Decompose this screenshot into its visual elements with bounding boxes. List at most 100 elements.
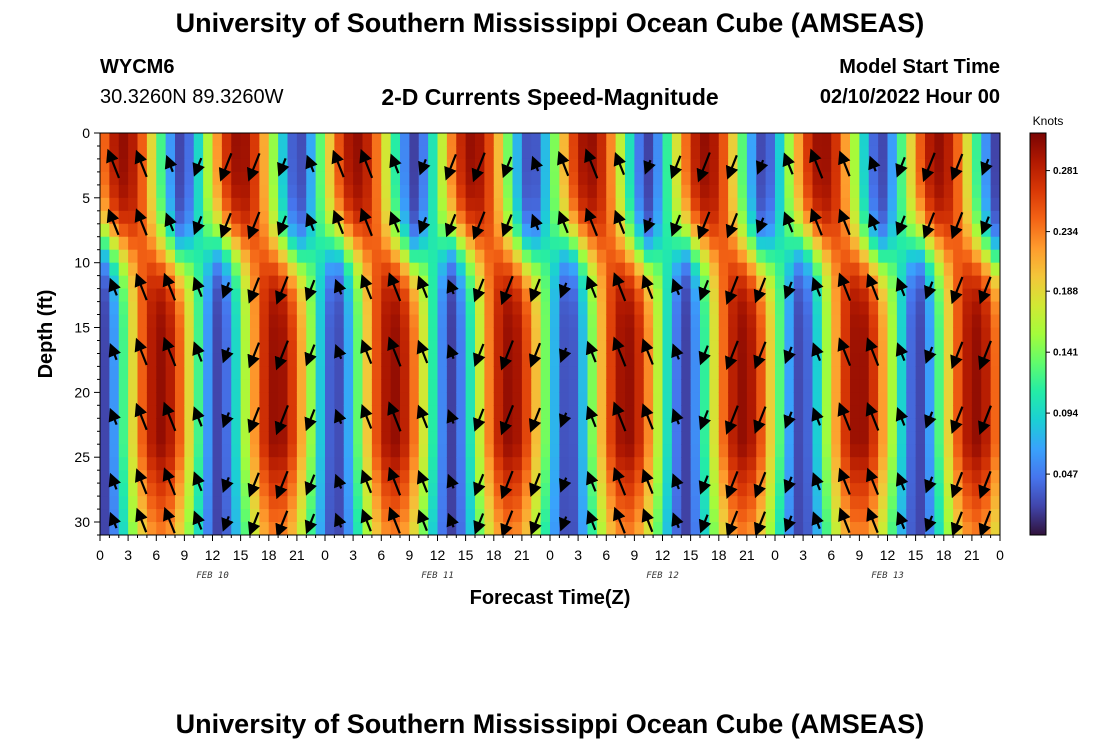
heatmap-cell [334,392,345,406]
heatmap-cell [887,431,898,445]
heatmap-cell [137,236,148,251]
heatmap-cell [625,483,635,497]
current-vector [671,512,684,529]
heatmap-cell [878,249,889,264]
heatmap-cell [775,431,785,445]
heatmap-cell [146,353,157,368]
current-vector [247,406,261,434]
current-vector [275,276,289,305]
current-vector [978,510,992,535]
heatmap-cell [906,444,917,458]
heatmap-cell [362,249,373,264]
heatmap-cell [793,340,804,355]
heatmap-cell [831,327,842,342]
heatmap-cell [109,197,120,212]
heatmap-cell [250,184,260,199]
heatmap-cell [259,379,270,393]
heatmap-cell [400,366,410,380]
heatmap-cell [775,314,785,329]
heatmap-cell [521,288,532,303]
heatmap-cell [578,327,589,342]
current-vector [416,469,430,493]
heatmap-cell [278,340,289,355]
x-tick-label: 21 [739,547,755,563]
heatmap-cell [971,470,982,484]
heatmap-cell [484,210,495,225]
heatmap-cell [990,457,1000,471]
heatmap-cell [484,301,495,316]
current-vector [134,337,148,366]
heatmap-cell [934,340,945,355]
heatmap-cell [887,171,898,186]
heatmap-cell [475,236,485,251]
heatmap-cell [493,236,504,251]
heatmap-cell [803,236,814,251]
heatmap-cell [493,522,504,535]
heatmap-cell [193,301,204,316]
heatmap-cell [859,262,870,277]
heatmap-cell [718,509,729,523]
heatmap-cell [784,301,795,316]
heatmap-cell [371,197,382,212]
heatmap-cell [812,444,823,458]
heatmap-cell [250,301,260,316]
heatmap-cell [878,470,889,484]
heatmap-cell [746,184,757,199]
heatmap-cell [409,457,420,471]
heatmap-cell [184,262,195,277]
heatmap-cell [165,522,176,535]
heatmap-cell [278,236,289,251]
heatmap-cell [559,457,570,471]
heatmap-cell [296,366,307,380]
heatmap-cell [353,431,364,445]
heatmap-cell [371,301,382,316]
current-vector [275,470,289,500]
heatmap-cell [906,379,917,393]
heatmap-cell [521,236,532,251]
heatmap-cell [662,522,673,535]
heatmap-cell [512,249,523,264]
heatmap-cell [784,197,795,212]
heatmap-cell [484,327,495,342]
heatmap-cell [550,496,560,510]
heatmap-cell [971,210,982,225]
heatmap-cell [231,457,242,471]
heatmap-cell [315,171,326,186]
heatmap-cell [268,405,279,419]
heatmap-cell [465,444,476,458]
heatmap-cell [746,353,757,368]
heatmap-cell [821,275,832,290]
current-vector [387,466,402,496]
heatmap-cell [493,171,504,186]
heatmap-cell [362,184,373,199]
heatmap-cell [418,353,429,368]
heatmap-cell [887,236,898,251]
heatmap-cell [465,379,476,393]
heatmap-cell [390,353,401,368]
heatmap-cell [653,522,664,535]
heatmap-cell [850,483,860,497]
heatmap-cell [915,340,926,355]
heatmap-cell [493,457,504,471]
heatmap-cell [306,301,317,316]
heatmap-cell [634,223,645,238]
heatmap-cell [418,197,429,212]
heatmap-cell [906,392,917,406]
heatmap-cell [212,184,223,199]
heatmap-cell [653,249,664,264]
heatmap-cell [184,418,195,432]
heatmap-cell [943,522,954,535]
heatmap-cell [831,522,842,535]
heatmap-cell [728,340,739,355]
heatmap-cell [550,249,560,264]
heatmap-cell [615,236,626,251]
heatmap-cell [428,184,439,199]
heatmap-cell [437,327,448,342]
current-vector [276,215,290,236]
heatmap-cell [540,366,551,380]
heatmap-cell [409,184,420,199]
heatmap-cell [371,236,382,251]
heatmap-cell [568,210,579,225]
heatmap-cell [240,301,251,316]
heatmap-cell [156,379,167,393]
